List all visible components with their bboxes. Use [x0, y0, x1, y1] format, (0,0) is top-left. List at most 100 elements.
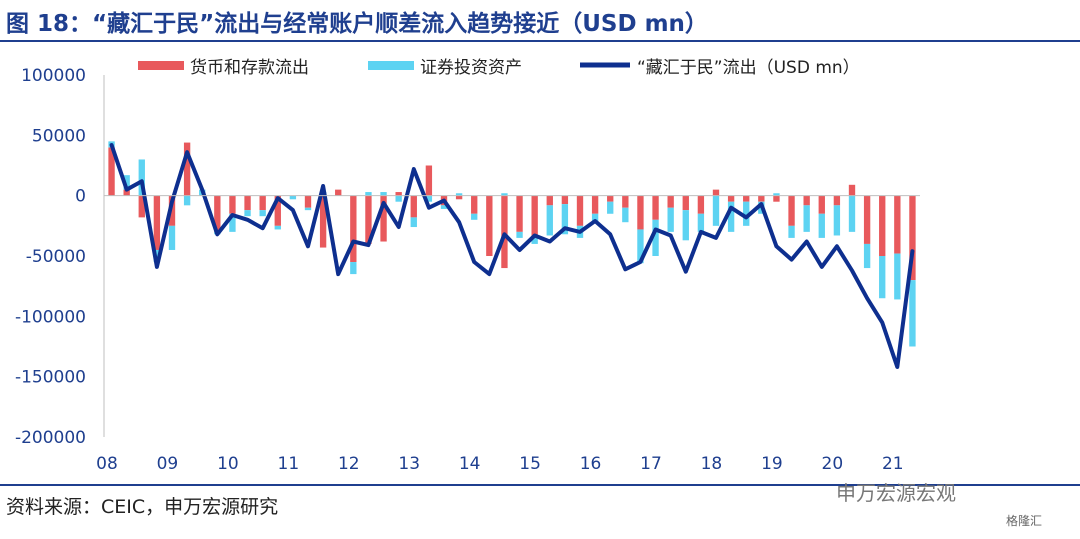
bar-series	[108, 141, 916, 347]
bar-securities	[833, 205, 841, 236]
bar-securities	[894, 253, 901, 300]
y-tick-label: 50000	[32, 126, 86, 146]
bar-deposit	[365, 195, 372, 244]
bar-deposit	[335, 189, 342, 196]
bar-deposit	[561, 195, 569, 205]
x-tick-label: 10	[217, 454, 239, 474]
x-tick-label: 21	[882, 454, 904, 474]
bar-deposit	[622, 195, 629, 208]
y-tick-label: -50000	[26, 247, 86, 267]
legend-label-deposit: 货币和存款流出	[190, 58, 309, 78]
bar-deposit	[274, 195, 281, 226]
bar-securities	[471, 213, 478, 220]
bar-deposit	[803, 195, 810, 206]
bar-securities	[425, 195, 433, 202]
bar-deposit	[304, 195, 312, 208]
bar-securities	[863, 243, 871, 269]
bar-deposit	[425, 165, 433, 196]
bar-securities	[516, 231, 523, 238]
bar-deposit	[319, 195, 327, 248]
bar-deposit	[516, 195, 523, 232]
x-axis: 08 09 10 11 12 13 14 15 16 17 18 19 20 21	[96, 195, 920, 474]
bar-securities	[380, 192, 387, 196]
bar-securities	[561, 204, 569, 235]
bar-securities	[743, 201, 750, 226]
bar-deposit	[168, 195, 176, 226]
y-tick-label: -100000	[15, 307, 86, 327]
bar-deposit	[607, 195, 614, 202]
bar-securities	[712, 195, 720, 226]
legend-label-securities: 证券投资资产	[420, 58, 522, 78]
y-tick-label: -200000	[15, 428, 86, 448]
bar-securities	[652, 219, 659, 256]
bar-deposit	[546, 195, 553, 206]
bar-securities	[637, 229, 644, 264]
bar-deposit	[833, 195, 841, 206]
bar-deposit	[652, 195, 659, 220]
chart-area: 货币和存款流出 证券投资资产 “藏汇于民”流出（USD mn） 100000 50…	[15, 58, 920, 474]
bar-securities	[591, 213, 599, 224]
bar-securities	[350, 262, 357, 275]
bar-deposit	[667, 195, 674, 208]
bar-deposit	[637, 195, 644, 230]
bar-deposit	[123, 189, 130, 196]
legend-swatch-securities	[368, 61, 414, 70]
bar-deposit	[591, 195, 599, 214]
bar-securities	[365, 192, 372, 196]
x-tick-label: 09	[157, 454, 179, 474]
y-tick-label: 0	[75, 187, 86, 207]
bar-securities	[183, 195, 191, 206]
y-tick-label: -150000	[15, 368, 86, 388]
bar-deposit	[214, 195, 221, 232]
bar-deposit	[788, 195, 795, 226]
bar-deposit	[455, 195, 463, 200]
bar-securities	[304, 207, 312, 211]
bar-deposit	[395, 192, 402, 196]
bar-deposit	[244, 195, 251, 211]
legend: 货币和存款流出 证券投资资产 “藏汇于民”流出（USD mn）	[138, 58, 860, 78]
bar-securities	[697, 213, 705, 232]
bar-securities	[622, 207, 629, 223]
x-tick-label: 16	[580, 454, 602, 474]
bar-securities	[229, 213, 236, 232]
bar-securities	[244, 210, 251, 217]
watermark-small: 格隆汇	[1006, 514, 1043, 528]
bar-securities	[848, 195, 856, 232]
bar-securities	[803, 205, 810, 232]
bar-deposit	[380, 195, 387, 242]
bar-deposit	[576, 195, 584, 226]
bar-securities	[773, 193, 780, 196]
bar-securities	[607, 201, 614, 214]
x-tick-label: 15	[519, 454, 541, 474]
bar-deposit	[863, 195, 871, 244]
x-tick-label: 08	[96, 454, 118, 474]
y-tick-label: 100000	[21, 66, 86, 86]
bar-deposit	[773, 195, 780, 202]
bar-securities	[788, 225, 795, 238]
bar-securities	[818, 213, 825, 238]
bar-deposit	[486, 195, 493, 256]
y-axis: 100000 50000 0 -50000 -100000 -150000 -200000	[15, 66, 105, 448]
source-note: 资料来源：CEIC，申万宏源研究	[6, 496, 279, 518]
bar-securities	[667, 207, 674, 232]
watermark: 申万宏源宏观	[836, 481, 956, 505]
title-divider	[0, 40, 1080, 42]
bar-deposit	[712, 189, 720, 196]
bar-securities	[123, 175, 130, 190]
bar-securities	[410, 217, 417, 228]
figure-title: 图 18：“藏汇于民”流出与经常账户顺差流入趋势接近（USD mn）	[6, 11, 708, 37]
bar-deposit	[183, 142, 191, 196]
bar-deposit	[818, 195, 825, 214]
legend-swatch-deposit	[138, 61, 184, 70]
legend-label-line: “藏汇于民”流出（USD mn）	[637, 58, 860, 78]
bar-securities	[289, 195, 297, 200]
bar-securities	[546, 205, 553, 236]
title-bar: 图 18：“藏汇于民”流出与经常账户顺差流入趋势接近（USD mn）	[0, 0, 1080, 42]
bar-securities	[727, 201, 735, 232]
x-tick-label: 11	[278, 454, 300, 474]
bar-securities	[531, 237, 538, 244]
bar-securities	[138, 159, 145, 196]
bar-deposit	[697, 195, 705, 214]
bar-deposit	[108, 147, 115, 196]
line-series	[109, 143, 915, 369]
